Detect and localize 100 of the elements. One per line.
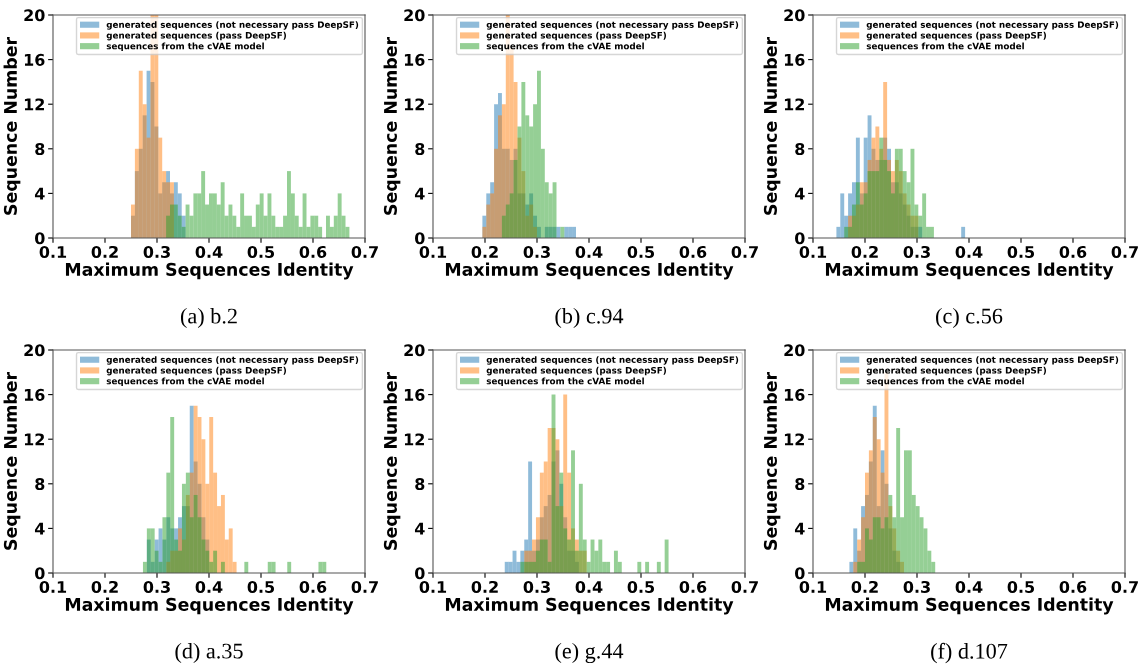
x-tick-label: 0.4: [955, 580, 983, 593]
x-tick-label: 0.7: [731, 580, 758, 593]
x-tick-label: 0.5: [247, 245, 275, 258]
y-tick-label: 0: [795, 567, 805, 580]
legend-label: generated sequences (not necessary pass DeepSF): [866, 21, 1119, 30]
y-tick-label: 16: [784, 388, 805, 401]
legend-label: generated sequences (not necessary pass DeepSF): [106, 21, 359, 30]
x-tick-label: 0.5: [1007, 245, 1035, 258]
x-axis-title: Maximum Sequences Identity: [65, 262, 354, 280]
y-tick-label: 20: [24, 344, 45, 357]
x-tick-label: 0.1: [799, 580, 827, 593]
x-tick-label: 0.3: [523, 245, 550, 258]
x-tick-label: 0.1: [419, 245, 447, 258]
legend-label: generated sequences (pass DeepSF): [106, 366, 286, 376]
x-tick-label: 0.6: [1059, 245, 1087, 258]
legend-label: sequences from the cVAE model: [486, 42, 644, 52]
legend-label: generated sequences (pass DeepSF): [486, 31, 666, 41]
y-tick-label: 0: [795, 232, 805, 245]
y-tick-label: 16: [24, 53, 45, 66]
legend-label: generated sequences (pass DeepSF): [866, 31, 1046, 41]
x-tick-label: 0.6: [299, 580, 327, 593]
x-tick-label: 0.7: [351, 245, 378, 258]
x-tick-label: 0.2: [471, 245, 498, 258]
y-axis-title: Sequence Number: [383, 372, 401, 550]
y-tick-label: 0: [35, 232, 45, 245]
legend-label: generated sequences (not necessary pass DeepSF): [486, 356, 739, 365]
x-tick-label: 0.2: [851, 245, 878, 258]
legend-label: sequences from the cVAE model: [486, 377, 644, 387]
x-axis-title: Maximum Sequences Identity: [445, 597, 734, 615]
legend-label: sequences from the cVAE model: [106, 377, 264, 387]
legend-label: generated sequences (not necessary pass DeepSF): [866, 356, 1119, 365]
x-tick-label: 0.1: [799, 245, 827, 258]
x-axis-title: Maximum Sequences Identity: [825, 262, 1114, 280]
x-axis-title: Maximum Sequences Identity: [445, 262, 734, 280]
legend-label: sequences from the cVAE model: [866, 377, 1024, 387]
x-tick-label: 0.1: [39, 580, 67, 593]
x-tick-label: 0.4: [955, 245, 983, 258]
x-tick-label: 0.5: [1007, 580, 1035, 593]
x-tick-label: 0.6: [299, 245, 327, 258]
y-tick-label: 8: [415, 143, 425, 156]
x-tick-label: 0.7: [1111, 580, 1138, 593]
y-axis-title: Sequence Number: [763, 37, 781, 215]
y-tick-label: 12: [404, 433, 424, 446]
y-tick-label: 0: [415, 567, 425, 580]
x-tick-label: 0.6: [679, 245, 707, 258]
y-tick-label: 4: [414, 522, 425, 535]
text: (f) d.107: [931, 642, 1008, 664]
x-tick-label: 0.1: [419, 580, 447, 593]
x-tick-label: 0.4: [195, 245, 223, 258]
y-tick-label: 16: [404, 388, 425, 401]
x-tick-label: 0.5: [627, 245, 655, 258]
y-tick-label: 4: [34, 187, 45, 200]
y-tick-label: 0: [35, 567, 45, 580]
x-tick-label: 0.6: [679, 580, 707, 593]
y-tick-label: 20: [404, 344, 425, 357]
y-axis-title: Sequence Number: [763, 372, 781, 550]
y-tick-label: 8: [35, 143, 45, 156]
y-tick-label: 12: [784, 98, 804, 111]
y-axis-title: Sequence Number: [383, 37, 401, 215]
legend-label: generated sequences (not necessary pass DeepSF): [486, 21, 739, 30]
y-tick-label: 8: [795, 478, 805, 491]
x-tick-label: 0.5: [627, 580, 655, 593]
y-tick-label: 12: [784, 433, 804, 446]
y-tick-label: 12: [404, 98, 424, 111]
x-tick-label: 0.7: [351, 580, 378, 593]
y-tick-label: 4: [34, 522, 45, 535]
text: (d) a.35: [175, 642, 243, 664]
x-tick-label: 0.6: [1059, 580, 1087, 593]
y-tick-label: 20: [784, 9, 805, 22]
x-tick-label: 0.3: [903, 245, 930, 258]
x-tick-label: 0.4: [195, 580, 223, 593]
x-tick-label: 0.3: [903, 580, 930, 593]
y-tick-label: 8: [415, 478, 425, 491]
y-tick-label: 20: [24, 9, 45, 22]
text: (c) c.56: [936, 307, 1003, 329]
x-tick-label: 0.2: [91, 580, 118, 593]
x-axis-title: Maximum Sequences Identity: [825, 597, 1114, 615]
text: (a) b.2: [180, 307, 237, 329]
y-tick-label: 12: [24, 433, 44, 446]
x-tick-label: 0.2: [471, 580, 498, 593]
y-tick-label: 12: [24, 98, 44, 111]
legend-label: generated sequences (pass DeepSF): [106, 31, 286, 41]
y-tick-label: 20: [784, 344, 805, 357]
x-tick-label: 0.3: [143, 580, 170, 593]
x-tick-label: 0.2: [91, 245, 118, 258]
y-tick-label: 4: [794, 187, 805, 200]
y-tick-label: 20: [404, 9, 425, 22]
x-tick-label: 0.7: [731, 245, 758, 258]
x-tick-label: 0.3: [523, 580, 550, 593]
y-tick-label: 4: [794, 522, 805, 535]
y-tick-label: 16: [24, 388, 45, 401]
y-axis-title: Sequence Number: [3, 372, 21, 550]
x-axis-title: Maximum Sequences Identity: [65, 597, 354, 615]
legend-label: generated sequences (pass DeepSF): [486, 366, 666, 376]
x-tick-label: 0.2: [851, 580, 878, 593]
x-tick-label: 0.1: [39, 245, 67, 258]
text: (e) g.44: [555, 642, 624, 664]
legend-label: generated sequences (not necessary pass DeepSF): [106, 356, 359, 365]
y-tick-label: 8: [795, 143, 805, 156]
x-tick-label: 0.4: [575, 245, 603, 258]
